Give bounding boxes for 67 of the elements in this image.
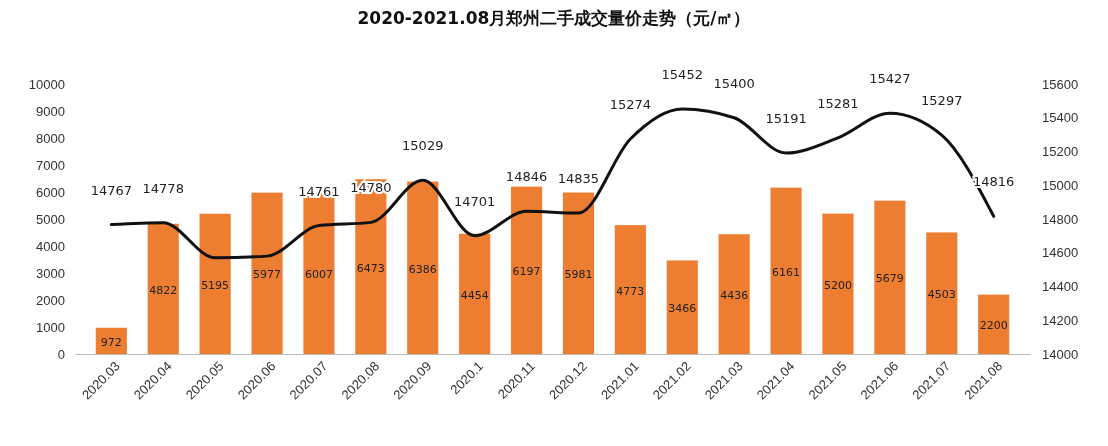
y2-tick-label: 14400	[1042, 279, 1079, 295]
data-label: 2200	[979, 319, 1008, 333]
bar	[666, 260, 698, 354]
bar	[926, 232, 958, 354]
data-label: 4454	[460, 288, 489, 302]
data-label: 14846	[505, 169, 548, 185]
data-label: 6007	[304, 267, 333, 281]
y-tick-label: 5000	[36, 211, 65, 227]
data-label: 3466	[668, 302, 697, 316]
y2-tick-label: 15600	[1042, 76, 1079, 92]
data-label: 15029	[402, 138, 444, 154]
y2-tick-label: 14000	[1042, 346, 1079, 362]
y-tick-label: 1000	[36, 319, 65, 335]
bar	[251, 192, 283, 354]
y-tick-label: 3000	[36, 265, 65, 281]
data-label: 14778	[142, 180, 184, 196]
bar	[770, 187, 802, 354]
bar	[874, 200, 906, 354]
data-label: 14835	[557, 171, 600, 187]
data-label: 6197	[512, 265, 541, 279]
data-label: 5981	[564, 268, 593, 282]
data-label: 15274	[609, 97, 652, 113]
bar	[562, 192, 595, 354]
bar	[510, 186, 543, 354]
data-label: 15191	[765, 111, 807, 127]
data-label: 5679	[875, 272, 904, 286]
bar	[718, 234, 750, 354]
data-label: 4503	[927, 288, 956, 302]
y2-tick-label: 15200	[1042, 144, 1079, 160]
bar	[407, 181, 439, 354]
y2-tick-label: 14200	[1042, 312, 1079, 328]
y-tick-label: 8000	[36, 130, 65, 146]
y2-tick-label: 15000	[1042, 177, 1079, 193]
data-label: 5195	[201, 278, 230, 292]
bar	[978, 294, 1010, 354]
y-tick-label: 0	[57, 346, 65, 362]
data-label: 15427	[869, 71, 911, 87]
y-tick-label: 6000	[36, 184, 65, 200]
bar	[459, 233, 491, 354]
y2-tick-label: 14800	[1042, 211, 1079, 227]
bar	[822, 213, 854, 354]
data-label: 5977	[253, 268, 282, 282]
data-label: 14767	[90, 182, 133, 198]
data-label: 14701	[453, 193, 496, 209]
data-label: 15297	[921, 93, 963, 109]
data-label: 5200	[823, 278, 852, 292]
data-label: 6386	[408, 262, 437, 276]
data-label: 15452	[661, 66, 703, 82]
bar	[199, 213, 231, 354]
y-tick-label: 2000	[36, 292, 65, 308]
data-label: 15281	[817, 95, 859, 111]
y2-tick-label: 14600	[1042, 245, 1079, 261]
bar	[147, 223, 179, 354]
bar	[614, 225, 646, 354]
data-label: 6161	[772, 265, 801, 279]
chart-title: 2020-2021.08月郑州二手成交量价走势（元/㎡）	[357, 8, 751, 28]
y-tick-label: 7000	[36, 157, 65, 173]
y2-tick-label: 15400	[1042, 110, 1079, 126]
data-label: 4822	[149, 283, 178, 297]
y-tick-label: 4000	[36, 238, 65, 254]
data-label: 972	[100, 335, 122, 349]
data-label: 15400	[713, 75, 755, 91]
data-label: 4436	[720, 289, 749, 303]
y-tick-label: 10000	[28, 76, 65, 92]
data-label: 4773	[616, 284, 645, 298]
y-tick-label: 9000	[36, 103, 65, 119]
data-label: 6473	[356, 261, 385, 275]
